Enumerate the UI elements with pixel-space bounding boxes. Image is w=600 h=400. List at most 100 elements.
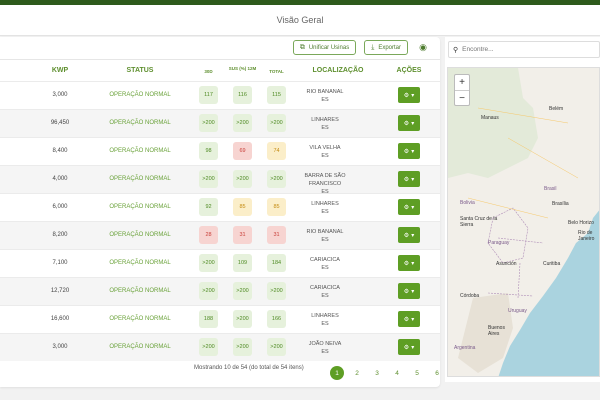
page-3-button[interactable]: 3: [375, 369, 379, 377]
kwp-cell: 12,720: [50, 288, 70, 294]
city-text: RIO BANANAL: [306, 229, 344, 235]
column-30d: 30D: [204, 69, 213, 74]
total-badge: >200: [267, 114, 286, 132]
total-badge: 85: [267, 198, 286, 216]
status-cell: OPERAÇÃO NORMAL: [109, 260, 171, 266]
page-5-button[interactable]: 5: [415, 369, 419, 377]
sus-badge: 85: [233, 198, 252, 216]
30d-badge: 117: [199, 86, 218, 104]
status-cell: OPERAÇÃO NORMAL: [109, 344, 171, 350]
state-text: ES: [321, 237, 329, 243]
map-label: Belo Horizo: [568, 220, 594, 226]
table-row[interactable]: 96,450 OPERAÇÃO NORMAL >200 >200 >200 LI…: [0, 109, 440, 137]
zoom-in-button[interactable]: +: [459, 77, 465, 88]
map-panel: ⚲ + − Manaus Belém Brasil Brasília Belo …: [445, 37, 600, 382]
caret-down-icon: ▾: [411, 148, 415, 155]
city-text: LINHARES: [311, 313, 339, 319]
total-badge: 115: [267, 86, 286, 104]
map-label: Curitiba: [543, 261, 561, 267]
map-country-label: Uruguay: [508, 308, 527, 314]
map-label: Brasília: [552, 201, 569, 207]
search-icon: ⚲: [453, 46, 459, 54]
page-4-button[interactable]: 4: [395, 369, 399, 377]
actions-button[interactable]: ⚙ ▾: [398, 227, 420, 243]
30d-badge: >200: [199, 282, 218, 300]
city-text: JOÃO NEIVA: [308, 341, 342, 347]
actions-button[interactable]: ⚙ ▾: [398, 143, 420, 159]
page-header: Visão Geral: [0, 5, 600, 36]
copy-icon: ⧉: [299, 43, 305, 51]
sus-badge: 116: [233, 86, 252, 104]
unify-plants-label: Unificar Usinas: [308, 44, 350, 51]
location-cell: RIO BANANAL ES: [293, 88, 357, 104]
sus-badge: >200: [233, 338, 252, 356]
actions-button[interactable]: ⚙ ▾: [398, 87, 420, 103]
gear-icon: ⚙: [403, 344, 410, 351]
kwp-cell: 6,000: [52, 204, 68, 210]
total-badge: >200: [267, 282, 286, 300]
table-header: KWP STATUS 30D SUS (%) 12M TOTAL LOCALIZ…: [0, 61, 440, 81]
kwp-cell: 96,450: [50, 120, 70, 126]
kwp-cell: 8,200: [52, 232, 68, 238]
map-land: [448, 68, 599, 376]
unify-plants-button[interactable]: ⧉ Unificar Usinas: [292, 40, 357, 55]
kwp-cell: 3,000: [52, 92, 68, 98]
total-badge: 74: [267, 142, 286, 160]
map-country-label: Bolivia: [460, 200, 475, 206]
table-row[interactable]: 12,720 OPERAÇÃO NORMAL >200 >200 >200 CA…: [0, 277, 440, 305]
table-row[interactable]: 3,000 OPERAÇÃO NORMAL 117 116 115 RIO BA…: [0, 81, 440, 109]
actions-button[interactable]: ⚙ ▾: [398, 283, 420, 299]
table-row[interactable]: 7,100 OPERAÇÃO NORMAL >200 109 184 CARIA…: [0, 249, 440, 277]
export-button[interactable]: ⤓ Exportar: [364, 40, 408, 55]
actions-button[interactable]: ⚙ ▾: [398, 115, 420, 131]
total-badge: >200: [267, 170, 286, 188]
actions-button[interactable]: ⚙ ▾: [398, 171, 420, 187]
page-2-button[interactable]: 2: [355, 369, 359, 377]
toolbar-divider: [0, 59, 440, 60]
actions-button[interactable]: ⚙ ▾: [398, 199, 420, 215]
pagination-info: Mostrando 10 de 54 (do total de 54 itens…: [194, 365, 304, 371]
status-cell: OPERAÇÃO NORMAL: [109, 204, 171, 210]
gear-icon: ⚙: [403, 204, 410, 211]
table-row[interactable]: 3,000 OPERAÇÃO NORMAL >200 >200 >200 JOÃ…: [0, 333, 440, 361]
map-view[interactable]: + − Manaus Belém Brasil Brasília Belo Ho…: [447, 67, 600, 377]
zoom-out-button[interactable]: −: [455, 90, 469, 105]
state-text: ES: [321, 321, 329, 327]
location-cell: CARIACICA ES: [293, 256, 357, 272]
sus-badge: >200: [233, 310, 252, 328]
caret-down-icon: ▾: [411, 288, 415, 295]
actions-button[interactable]: ⚙ ▾: [398, 339, 420, 355]
page-title: Visão Geral: [276, 15, 324, 25]
status-cell: OPERAÇÃO NORMAL: [109, 120, 171, 126]
30d-badge: >200: [199, 170, 218, 188]
table-row[interactable]: 6,000 OPERAÇÃO NORMAL 92 85 85 LINHARES E…: [0, 193, 440, 221]
search-input[interactable]: [462, 46, 583, 53]
state-text: ES: [321, 265, 329, 271]
state-text: ES: [321, 153, 329, 159]
page-6-button[interactable]: 6: [435, 369, 439, 377]
location-cell: RIO BANANAL ES: [293, 228, 357, 244]
location-cell: LINHARES ES: [293, 312, 357, 328]
column-status: STATUS: [126, 67, 154, 74]
status-cell: OPERAÇÃO NORMAL: [109, 232, 171, 238]
table-row[interactable]: 4,000 OPERAÇÃO NORMAL >200 >200 >200 BAR…: [0, 165, 440, 195]
kwp-cell: 4,000: [52, 176, 68, 182]
30d-badge: 98: [199, 142, 218, 160]
table-row[interactable]: 16,600 OPERAÇÃO NORMAL 188 >200 166 LINH…: [0, 305, 440, 333]
city-text: RIO BANANAL: [306, 89, 344, 95]
actions-button[interactable]: ⚙ ▾: [398, 255, 420, 271]
status-cell: OPERAÇÃO NORMAL: [109, 176, 171, 182]
total-badge: 31: [267, 226, 286, 244]
30d-badge: >200: [199, 114, 218, 132]
eye-icon[interactable]: ◉: [419, 42, 427, 52]
actions-button[interactable]: ⚙ ▾: [398, 311, 420, 327]
state-text: ES: [321, 349, 329, 355]
table-row[interactable]: 8,200 OPERAÇÃO NORMAL 28 31 31 RIO BANAN…: [0, 221, 440, 249]
caret-down-icon: ▾: [411, 344, 415, 351]
gear-icon: ⚙: [403, 316, 410, 323]
table-row[interactable]: 8,400 OPERAÇÃO NORMAL 98 69 74 VILA VELH…: [0, 137, 440, 165]
page-1-button[interactable]: 1: [330, 366, 344, 380]
total-badge: >200: [267, 338, 286, 356]
sus-badge: >200: [233, 282, 252, 300]
30d-badge: >200: [199, 254, 218, 272]
